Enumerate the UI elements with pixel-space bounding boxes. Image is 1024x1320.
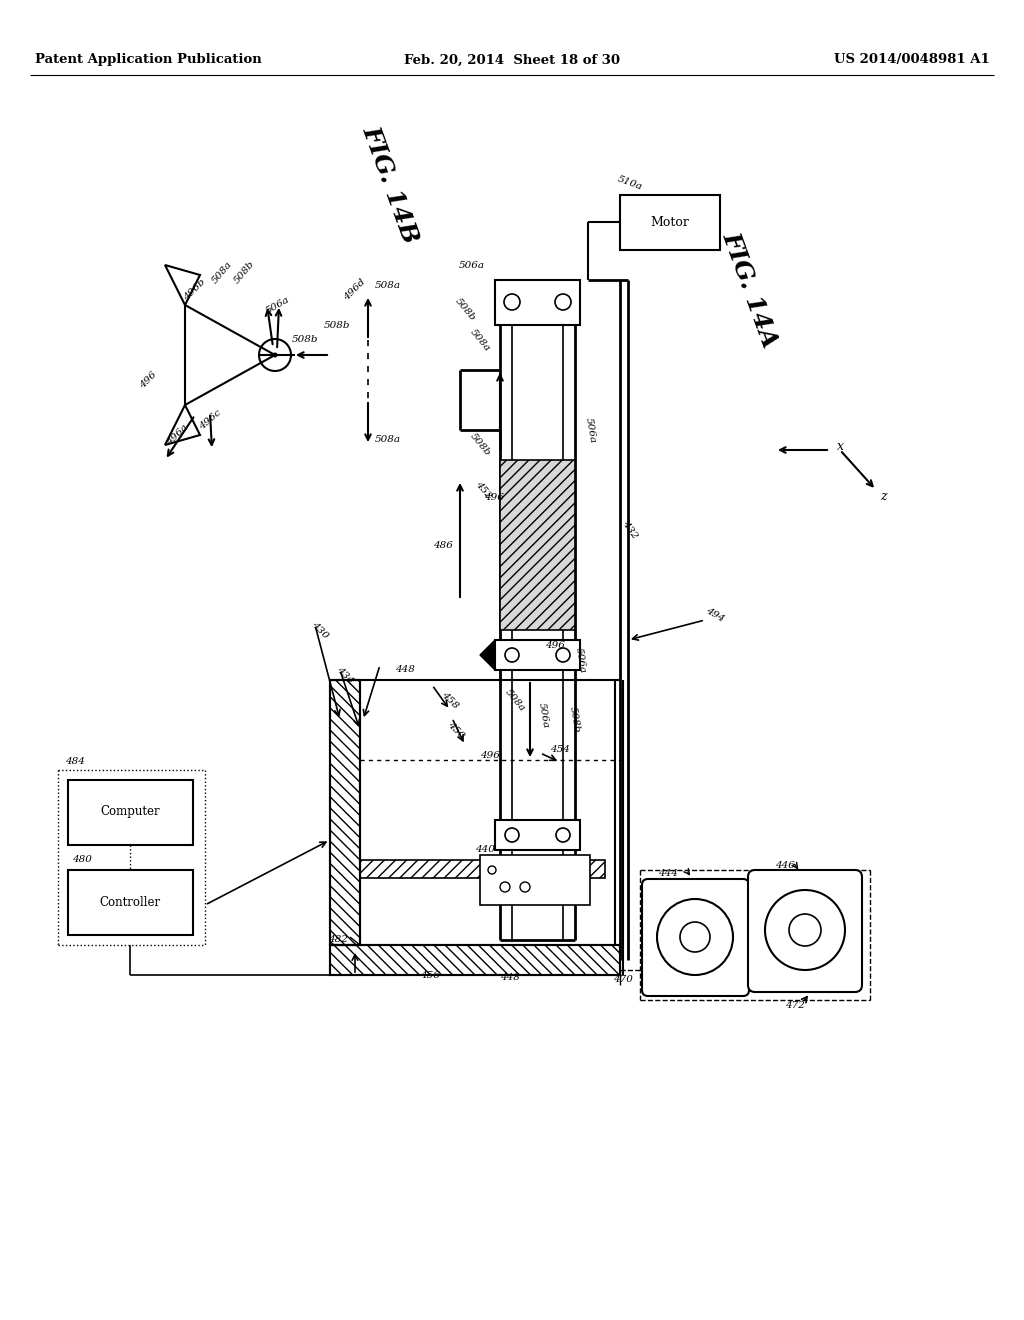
- Text: 450: 450: [445, 719, 466, 741]
- Text: 456: 456: [420, 970, 440, 979]
- Text: 508a: 508a: [375, 281, 401, 289]
- Text: Patent Application Publication: Patent Application Publication: [35, 54, 262, 66]
- Text: 496: 496: [138, 370, 159, 391]
- Text: 506a: 506a: [264, 294, 292, 315]
- Text: 484: 484: [66, 758, 85, 767]
- Text: 496a: 496a: [165, 422, 189, 447]
- Text: 496: 496: [545, 640, 565, 649]
- Polygon shape: [480, 640, 495, 671]
- Bar: [330, 945, 620, 975]
- Text: 496b: 496b: [182, 277, 208, 302]
- Bar: [495, 280, 580, 325]
- Text: 454: 454: [550, 746, 570, 755]
- Bar: [330, 680, 360, 945]
- Text: 508b: 508b: [568, 706, 582, 734]
- Bar: [620, 195, 720, 249]
- Text: x: x: [837, 440, 844, 453]
- Text: 458: 458: [439, 690, 460, 710]
- Text: 508a: 508a: [210, 259, 233, 285]
- Text: 508a: 508a: [468, 327, 492, 352]
- FancyBboxPatch shape: [748, 870, 862, 993]
- Text: 430: 430: [310, 620, 330, 640]
- Text: US 2014/0048981 A1: US 2014/0048981 A1: [835, 54, 990, 66]
- Text: 508b: 508b: [468, 432, 492, 458]
- Text: FIG. 14A: FIG. 14A: [718, 228, 782, 351]
- Bar: [495, 820, 580, 850]
- Text: 472: 472: [785, 1001, 805, 1010]
- Text: Computer: Computer: [100, 805, 160, 818]
- Bar: [360, 861, 605, 878]
- Text: Motor: Motor: [650, 215, 689, 228]
- Text: 506a: 506a: [584, 416, 597, 444]
- Text: 496d: 496d: [342, 277, 368, 302]
- Bar: [68, 780, 193, 845]
- Text: Controller: Controller: [99, 895, 161, 908]
- Text: 508a: 508a: [503, 688, 526, 713]
- Text: 482: 482: [328, 936, 348, 945]
- Text: 508a: 508a: [375, 436, 401, 445]
- Circle shape: [272, 352, 278, 358]
- Bar: [330, 945, 620, 975]
- Bar: [330, 680, 360, 945]
- Text: 496: 496: [480, 751, 500, 759]
- FancyBboxPatch shape: [642, 879, 749, 997]
- Text: 434: 434: [335, 665, 355, 685]
- Bar: [480, 855, 590, 906]
- Text: 470: 470: [613, 975, 633, 985]
- Text: 496: 496: [484, 494, 504, 503]
- Text: Feb. 20, 2014  Sheet 18 of 30: Feb. 20, 2014 Sheet 18 of 30: [404, 54, 620, 66]
- Text: FIG. 14B: FIG. 14B: [357, 123, 422, 247]
- Text: 506a: 506a: [573, 647, 587, 673]
- Text: 486: 486: [433, 540, 453, 549]
- Bar: [500, 459, 575, 630]
- Text: 508b: 508b: [292, 335, 318, 345]
- Bar: [68, 870, 193, 935]
- Text: z: z: [880, 491, 887, 503]
- Text: 510a: 510a: [616, 174, 644, 191]
- Text: 480: 480: [72, 855, 92, 865]
- Text: 508b: 508b: [324, 321, 350, 330]
- Text: 506a: 506a: [459, 260, 485, 269]
- Text: 508b: 508b: [453, 297, 477, 323]
- Text: 496c: 496c: [198, 408, 222, 432]
- Text: 452: 452: [473, 479, 493, 500]
- Bar: [495, 640, 580, 671]
- Text: 448: 448: [500, 973, 520, 982]
- Text: 446: 446: [775, 862, 795, 870]
- Text: 508b: 508b: [232, 259, 256, 285]
- Text: 440: 440: [475, 846, 495, 854]
- Text: 506a: 506a: [537, 701, 550, 729]
- Text: 494: 494: [705, 606, 726, 624]
- Text: 448: 448: [395, 665, 415, 675]
- Text: 432: 432: [621, 519, 639, 541]
- Text: 444: 444: [658, 869, 678, 878]
